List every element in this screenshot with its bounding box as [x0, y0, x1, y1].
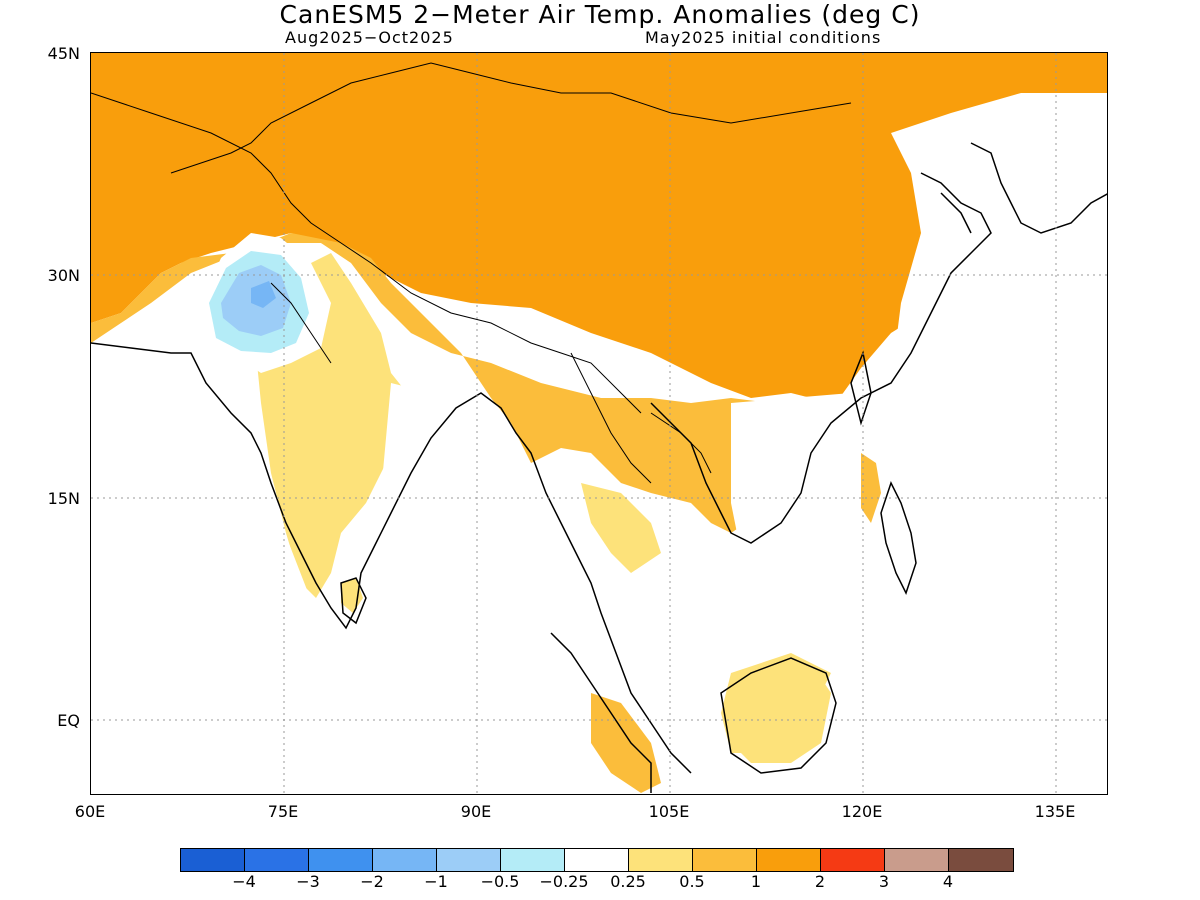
land-sumatra [591, 693, 661, 793]
lat-label-45n: 45N [47, 44, 80, 63]
anomaly-map [90, 52, 1108, 795]
colorbar-swatch [757, 849, 821, 871]
colorbar-swatch [949, 849, 1013, 871]
colorbar-swatch [565, 849, 629, 871]
map-title: CanESM5 2−Meter Air Temp. Anomalies (deg… [279, 0, 921, 29]
colorbar-label: 0.25 [610, 872, 646, 891]
lon-label-90e: 90E [460, 802, 492, 821]
lon-label-60e: 60E [74, 802, 106, 821]
lat-label-15n: 15N [47, 489, 80, 508]
colorbar-swatch [437, 849, 501, 871]
coastlines [91, 142, 1107, 793]
ocean-pacific [891, 93, 1107, 794]
lon-label-120e: 120E [841, 802, 883, 821]
colorbar-swatch [821, 849, 885, 871]
land-fill-north [91, 53, 1107, 403]
colorbar-swatch [245, 849, 309, 871]
colorbar-swatch [373, 849, 437, 871]
colorbar-label: −1 [424, 872, 448, 891]
colorbar-swatch [629, 849, 693, 871]
colorbar-swatch [501, 849, 565, 871]
initial-conditions: May2025 initial conditions [645, 28, 882, 47]
colorbar-label: −2 [360, 872, 384, 891]
colorbar-swatch [309, 849, 373, 871]
country-borders [91, 62, 852, 484]
cool-anomaly-core [251, 281, 276, 308]
lon-label-135e: 135E [1034, 802, 1076, 821]
colorbar-label: −0.25 [539, 872, 589, 891]
colorbar-label: −4 [232, 872, 256, 891]
colorbar-label: 0.5 [679, 872, 705, 891]
land-fill-mid-warm [91, 233, 801, 533]
lon-label-75e: 75E [267, 802, 299, 821]
colorbar-label: −0.5 [480, 872, 520, 891]
land-sri-lanka [341, 578, 363, 613]
land-philippines [861, 453, 881, 523]
ocean-indian [91, 343, 469, 794]
lat-label-30n: 30N [47, 266, 80, 285]
colorbar [180, 848, 1014, 872]
colorbar-label: 2 [814, 872, 826, 891]
lat-label-eq: EQ [57, 711, 80, 730]
ocean-south-china-sea [731, 393, 931, 653]
colorbar-label: 3 [878, 872, 890, 891]
colorbar-label: 1 [750, 872, 762, 891]
colorbar-label: −3 [296, 872, 320, 891]
colorbar-swatch [885, 849, 949, 871]
graticule [91, 53, 1107, 794]
land-borneo [731, 663, 831, 763]
lon-label-105e: 105E [648, 802, 690, 821]
colorbar-swatch [693, 849, 757, 871]
forecast-period: Aug2025−Oct2025 [285, 28, 454, 47]
colorbar-swatch [181, 849, 245, 871]
ocean-bay-of-bengal [331, 383, 581, 693]
colorbar-label: 4 [942, 872, 954, 891]
